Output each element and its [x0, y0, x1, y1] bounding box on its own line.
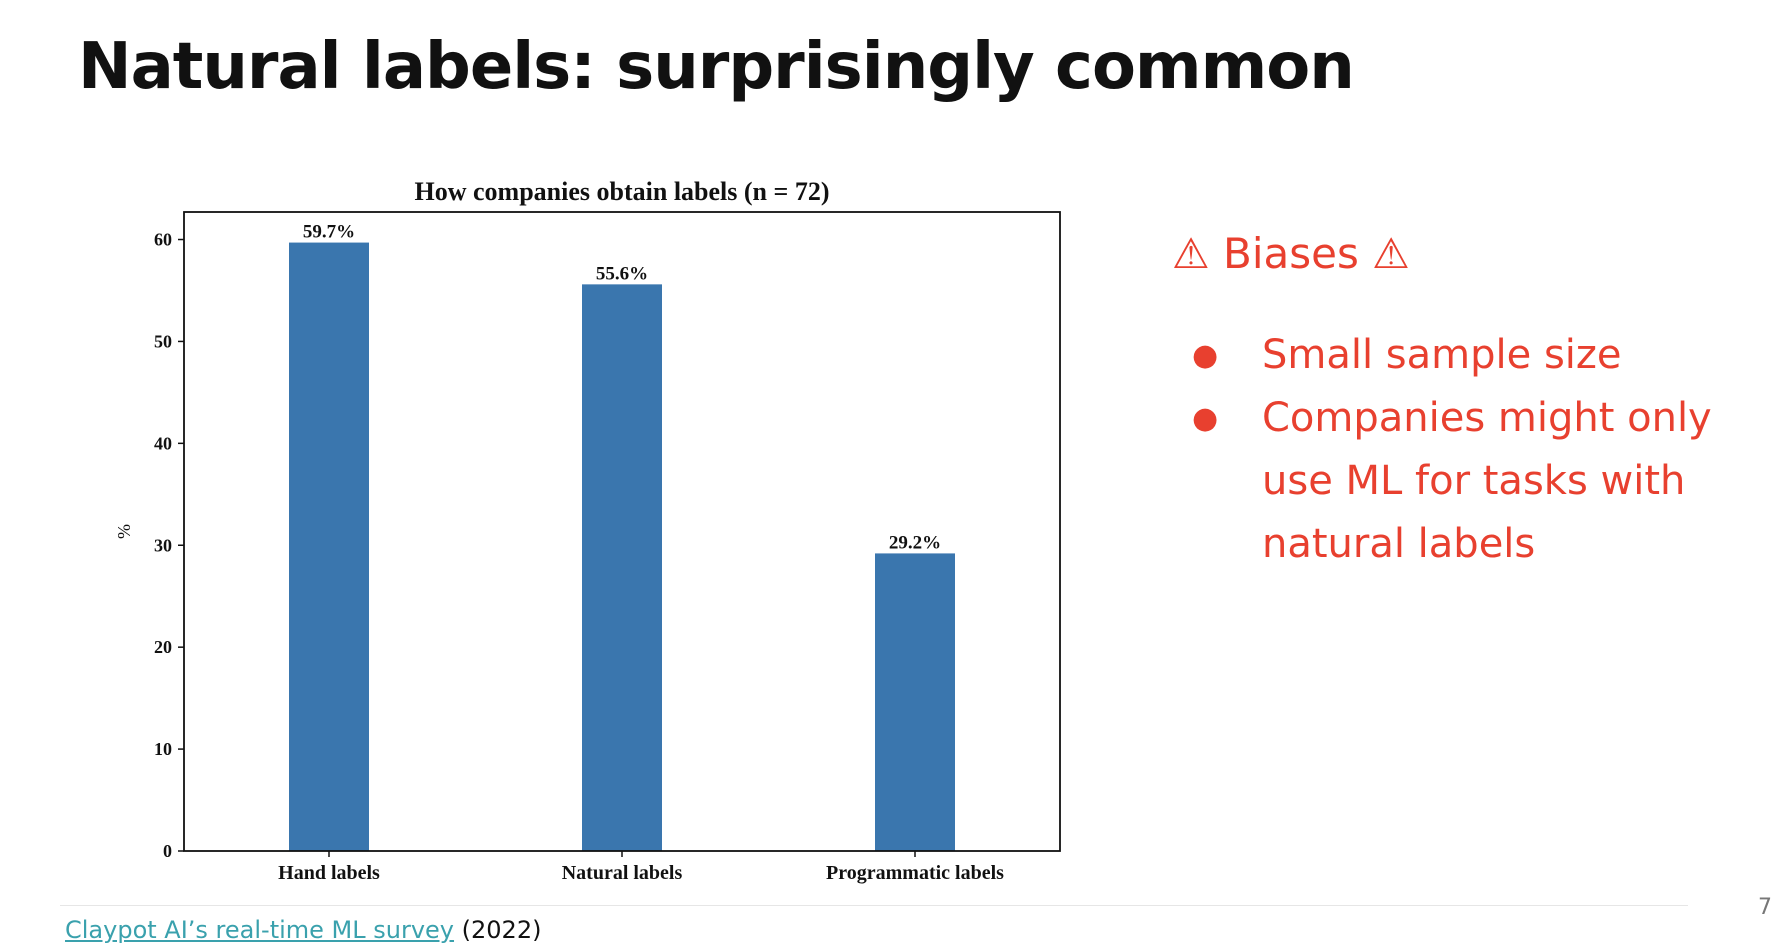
bias-item-label: Companies might only use ML for tasks wi… — [1262, 395, 1712, 567]
y-tick-label: 20 — [154, 637, 172, 657]
source-citation: Claypot AI’s real-time ML survey (2022) — [65, 914, 541, 946]
slide-title: Natural labels: surprisingly common — [78, 30, 1355, 104]
bullet-icon: ● — [1192, 401, 1219, 436]
data-label: 59.7% — [303, 222, 355, 243]
source-year: (2022) — [461, 916, 542, 944]
bar-chart-svg: How companies obtain labels (n = 72)% 59.… — [114, 177, 1061, 884]
bullet-icon: ● — [1192, 338, 1219, 373]
bar-natural-labels — [582, 284, 662, 851]
data-label: 29.2% — [889, 532, 941, 553]
y-tick-label: 40 — [154, 433, 172, 453]
bias-item-natural-labels: ● Companies might only use ML for tasks … — [1172, 387, 1722, 576]
biases-heading: ⚠ Biases ⚠ — [1172, 229, 1410, 278]
chart-title: How companies obtain labels (n = 72) — [415, 177, 830, 206]
page-number: 7 — [1758, 895, 1772, 920]
bar-chart: How companies obtain labels (n = 72)% 59.… — [110, 170, 1110, 890]
bar-programmatic-labels — [875, 553, 955, 851]
bar-hand-labels — [289, 242, 369, 851]
y-tick-label: 60 — [154, 230, 172, 250]
x-tick-label: Natural labels — [562, 862, 683, 884]
bias-item-sample-size: ● Small sample size — [1172, 324, 1722, 387]
y-tick-label: 50 — [154, 331, 172, 351]
data-label: 55.6% — [596, 263, 648, 284]
y-axis-label: % — [114, 524, 134, 539]
y-tick-label: 0 — [163, 841, 172, 861]
biases-list: ● Small sample size ● Companies might on… — [1172, 324, 1772, 576]
y-tick-label: 30 — [154, 535, 172, 555]
x-tick-label: Hand labels — [278, 862, 380, 884]
source-link[interactable]: Claypot AI’s real-time ML survey — [65, 916, 455, 944]
footer-divider — [60, 905, 1688, 906]
y-tick-label: 10 — [154, 739, 172, 759]
x-tick-label: Programmatic labels — [826, 862, 1004, 884]
bias-item-label: Small sample size — [1262, 332, 1622, 378]
biases-panel: ⚠ Biases ⚠ ● Small sample size ● Compani… — [1172, 224, 1772, 576]
plot-frame — [183, 211, 1061, 852]
